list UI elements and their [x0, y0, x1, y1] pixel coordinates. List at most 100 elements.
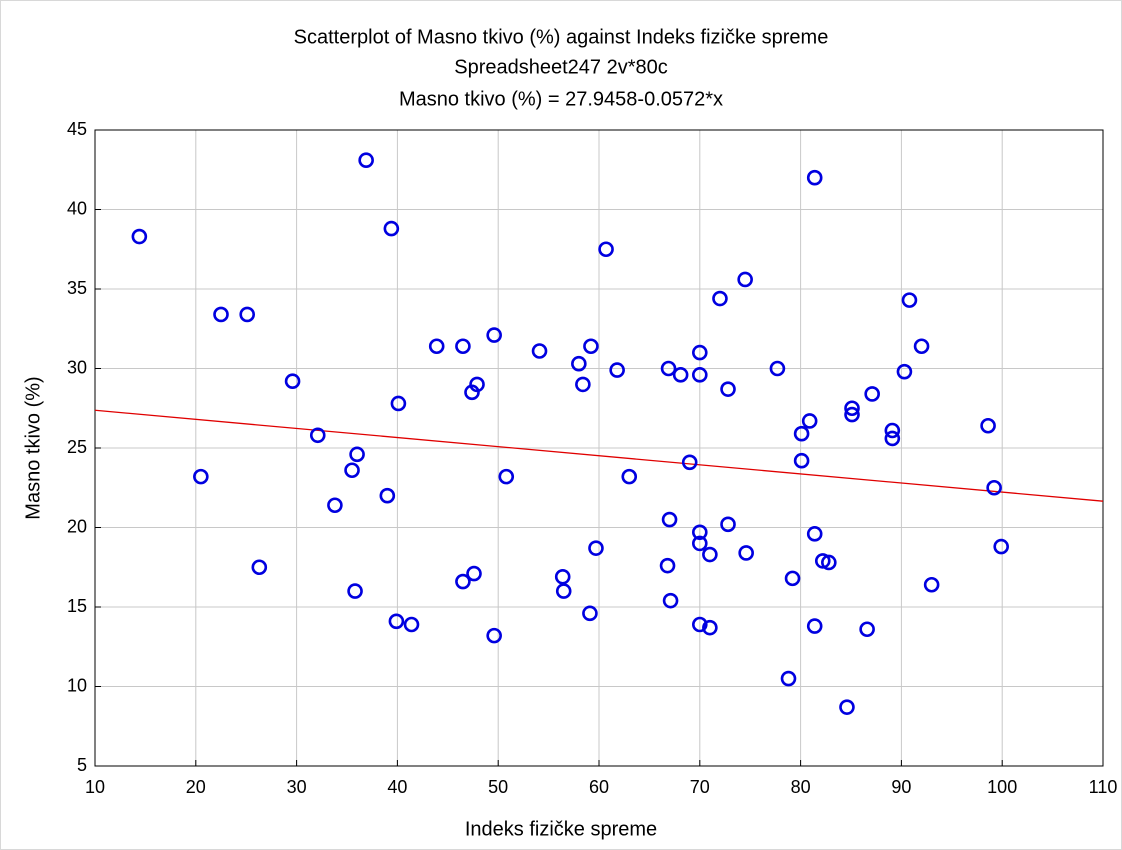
point [662, 592, 679, 609]
point [864, 386, 880, 402]
point [806, 169, 823, 186]
point [702, 546, 718, 563]
chart-subtitle: Spreadsheet247 2v*80c [454, 56, 668, 78]
point [806, 618, 823, 634]
y-tick-label: 40 [67, 198, 87, 218]
point [661, 511, 678, 528]
point [575, 376, 591, 393]
point [347, 583, 363, 599]
point [738, 545, 754, 561]
point [284, 373, 301, 390]
plot-border [94, 129, 1104, 767]
point [980, 417, 996, 434]
x-tick-label: 80 [791, 777, 811, 797]
x-tick-label: 60 [589, 777, 609, 797]
y-tick-label: 35 [67, 278, 87, 298]
point [720, 516, 736, 533]
point [498, 468, 515, 485]
point [884, 422, 901, 439]
point [769, 360, 786, 377]
y-tick-label: 5 [77, 755, 87, 775]
x-tick-label: 30 [287, 777, 307, 797]
point [486, 627, 502, 644]
point [131, 228, 148, 245]
point [844, 400, 860, 417]
point [251, 559, 268, 576]
x-tick-label: 10 [85, 777, 105, 797]
x-tick-label: 20 [186, 777, 206, 797]
point [793, 425, 810, 442]
y-tick-label: 10 [67, 675, 87, 695]
fit-line [94, 409, 1104, 502]
point [806, 526, 823, 542]
y-tick-label: 15 [67, 596, 87, 616]
x-tick-label: 70 [690, 777, 710, 797]
x-tick-label: 50 [488, 777, 508, 797]
point [379, 487, 396, 504]
x-tick-label: 90 [891, 777, 911, 797]
x-tick-label: 110 [1089, 777, 1118, 797]
y-tick-label: 30 [67, 357, 87, 377]
point [784, 570, 801, 587]
point [383, 220, 400, 237]
point [466, 565, 482, 582]
point [555, 583, 572, 599]
y-tick-label: 20 [67, 516, 87, 536]
point [986, 479, 1002, 496]
point [213, 306, 229, 323]
point [681, 454, 698, 471]
point [691, 367, 708, 383]
point [737, 271, 753, 288]
point [571, 355, 587, 372]
point [239, 306, 256, 323]
point [428, 338, 445, 355]
point [583, 338, 599, 355]
point [621, 468, 638, 485]
point [821, 554, 837, 571]
point [327, 497, 343, 514]
point [691, 535, 708, 552]
point [598, 241, 614, 258]
point [469, 376, 485, 393]
point [712, 290, 728, 307]
point [780, 670, 797, 687]
x-tick-label: 40 [387, 777, 407, 797]
point [691, 344, 708, 361]
point [859, 621, 875, 638]
chart-title: Scatterplot of Masno tkivo (%) against I… [294, 26, 829, 48]
point [896, 363, 913, 380]
x-tick-label: 100 [987, 777, 1017, 797]
chart-subtitle: Masno tkivo (%) = 27.9458-0.0572*x [399, 88, 723, 110]
point [923, 576, 940, 593]
point [884, 430, 901, 447]
point [720, 381, 736, 397]
point [993, 538, 1009, 555]
point [588, 540, 604, 556]
y-tick-label: 45 [67, 119, 87, 139]
point [455, 573, 471, 590]
point [691, 616, 708, 633]
y-tick-label: 25 [67, 437, 87, 457]
x-axis-label: Indeks fizičke spreme [465, 818, 657, 840]
point [193, 468, 209, 485]
point [691, 524, 708, 541]
point [901, 292, 918, 308]
point [403, 616, 420, 633]
point [609, 362, 625, 378]
point [672, 367, 689, 383]
y-axis-label: Masno tkivo (%) [22, 376, 44, 519]
point [582, 605, 598, 622]
point [793, 452, 810, 469]
point [702, 619, 718, 636]
point [554, 568, 571, 585]
point [388, 613, 405, 630]
point [344, 462, 360, 479]
point [358, 152, 374, 169]
point [844, 406, 860, 423]
point [309, 427, 326, 444]
point [839, 699, 855, 715]
point [913, 338, 930, 355]
point [455, 338, 471, 355]
point [659, 557, 676, 574]
